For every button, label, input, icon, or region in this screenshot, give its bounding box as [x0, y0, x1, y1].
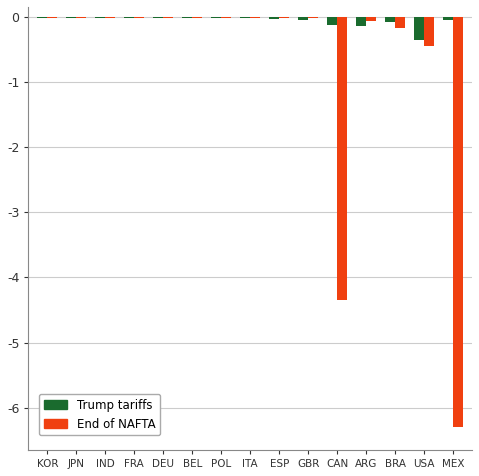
Bar [337, 17, 347, 300]
Bar [366, 17, 376, 20]
Bar [250, 17, 261, 18]
Bar [153, 17, 163, 18]
Bar [414, 17, 424, 40]
Bar [453, 17, 463, 427]
Bar [182, 17, 192, 18]
Bar [356, 17, 366, 27]
Bar [37, 17, 47, 18]
Bar [95, 17, 105, 18]
Bar [221, 17, 231, 18]
Bar [443, 17, 453, 20]
Legend: Trump tariffs, End of NAFTA: Trump tariffs, End of NAFTA [39, 394, 160, 435]
Bar [124, 17, 134, 18]
Bar [76, 17, 86, 18]
Bar [395, 17, 405, 29]
Bar [269, 17, 279, 19]
Bar [385, 17, 395, 22]
Bar [105, 17, 115, 18]
Bar [192, 17, 203, 18]
Bar [298, 17, 308, 20]
Bar [240, 17, 250, 18]
Bar [327, 17, 337, 25]
Bar [163, 17, 173, 18]
Bar [211, 17, 221, 18]
Bar [134, 17, 145, 18]
Bar [308, 17, 319, 18]
Bar [279, 17, 289, 18]
Bar [424, 17, 434, 46]
Bar [47, 17, 57, 18]
Bar [66, 17, 76, 18]
